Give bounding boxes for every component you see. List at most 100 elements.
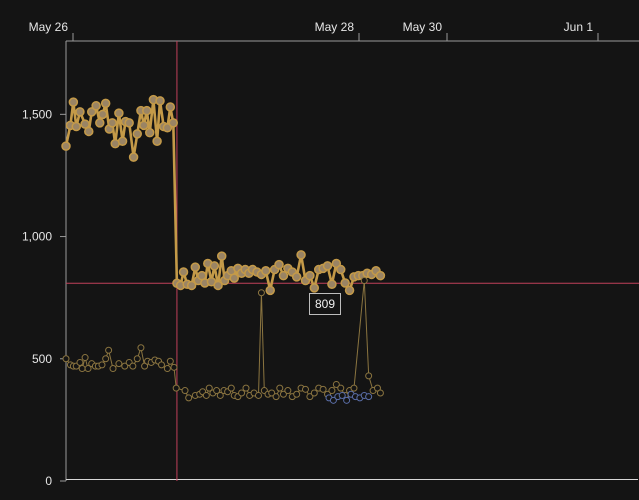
series-1-point[interactable] [254,391,262,399]
series-2-point[interactable] [338,391,346,399]
series-1-point[interactable] [84,365,92,373]
series-1-point[interactable] [276,384,284,392]
series-1-point[interactable] [81,354,89,362]
series-0-point[interactable] [114,108,124,118]
series-1-point[interactable] [170,363,178,371]
series-0-point[interactable] [75,107,85,117]
series-1-point[interactable] [328,387,336,395]
series-0-point[interactable] [139,120,149,131]
series-1-point[interactable] [216,391,224,399]
series-1-point[interactable] [172,384,180,392]
series-0-point[interactable] [155,96,165,106]
series-1-point[interactable] [293,390,301,398]
series-1-point[interactable] [272,393,280,401]
series-1-point[interactable] [181,387,189,395]
series-1-point[interactable] [350,384,358,392]
series-1-point[interactable] [301,385,309,393]
series-0-point[interactable] [84,126,94,137]
series-0-point[interactable] [335,264,346,275]
series-0-point[interactable] [117,136,128,146]
series-1-point[interactable] [166,357,174,365]
series-0-point[interactable] [375,270,386,281]
series-1-point[interactable] [205,384,213,392]
series-0-point[interactable] [190,262,201,272]
series-0-point[interactable] [186,280,197,291]
series-0-point[interactable] [178,267,189,277]
series-0-point[interactable] [80,119,90,129]
series-1-point[interactable] [78,365,86,373]
series-1-point[interactable] [279,390,287,398]
series-1-point[interactable] [109,365,117,373]
series-1-point[interactable] [202,391,210,399]
series-1-point[interactable] [257,289,265,297]
series-0-point[interactable] [213,280,223,291]
series-0-point[interactable] [209,261,220,271]
series-1-point[interactable] [129,362,137,370]
series-1-point[interactable] [158,361,165,369]
series-0-point[interactable] [128,152,139,162]
series-1-point[interactable] [121,362,129,370]
series-0-point[interactable] [86,107,97,117]
series-0-point[interactable] [91,101,101,111]
series-1-point[interactable] [238,389,246,397]
series-0-point[interactable] [68,97,79,107]
series-1-point[interactable] [360,277,368,285]
series-1-point[interactable] [133,355,141,363]
series-2-point[interactable] [365,393,373,401]
series-0-point[interactable] [162,123,173,133]
series-0-point[interactable] [168,118,179,128]
series-1-point[interactable] [365,372,373,380]
series-0-point[interactable] [261,266,271,276]
series-0-point[interactable] [132,129,143,139]
series-1-point[interactable] [213,387,221,395]
series-1-point[interactable] [102,355,110,363]
series-1-point[interactable] [105,346,113,354]
series-1-point[interactable] [376,389,384,397]
series-0-point[interactable] [265,285,275,296]
series-2-point[interactable] [329,396,337,404]
series-0-point[interactable] [291,272,302,282]
series-0-point[interactable] [124,118,134,128]
series-1-point[interactable] [185,394,193,402]
series-1-point[interactable] [62,355,70,363]
series-0-point[interactable] [142,105,152,116]
series-1-point[interactable] [319,385,327,393]
series-1-point[interactable] [310,389,318,397]
series-0-point[interactable] [165,102,176,112]
series-2-point[interactable] [343,396,351,404]
series-0-point[interactable] [71,121,82,132]
series-1-point[interactable] [337,384,345,392]
series-0-point[interactable] [61,141,71,151]
series-1-point[interactable] [76,358,84,366]
series-0-point[interactable] [144,127,155,138]
series-0-point[interactable] [100,98,111,109]
series-1-point[interactable] [227,384,235,392]
series-0-point[interactable] [340,278,350,288]
series-0-point[interactable] [107,118,118,128]
series-1-point[interactable] [115,360,123,368]
series-1-point[interactable] [332,380,340,388]
series-0-point[interactable] [344,285,355,296]
series-0-point[interactable] [331,258,342,269]
series-0-point[interactable] [97,109,108,120]
series-0-point[interactable] [229,273,239,283]
series-1-point[interactable] [242,384,250,392]
series-1-point[interactable] [284,387,292,395]
series-0-point[interactable] [152,136,162,146]
series-0-point[interactable] [274,259,284,270]
series-1-point[interactable] [98,361,106,369]
series-0-point[interactable] [322,261,333,271]
series-1-point[interactable] [137,344,145,352]
series-0-point[interactable] [305,270,315,281]
series-0-point[interactable] [278,270,289,281]
series-0-point[interactable] [327,279,337,289]
series-0-point[interactable] [296,250,306,260]
series-1-point[interactable] [268,389,276,397]
series-1-point[interactable] [163,365,171,373]
series-0-point[interactable] [216,251,227,261]
series-0-point[interactable] [309,283,320,293]
series-0-point[interactable] [95,118,105,128]
series-1-point[interactable] [306,393,314,401]
